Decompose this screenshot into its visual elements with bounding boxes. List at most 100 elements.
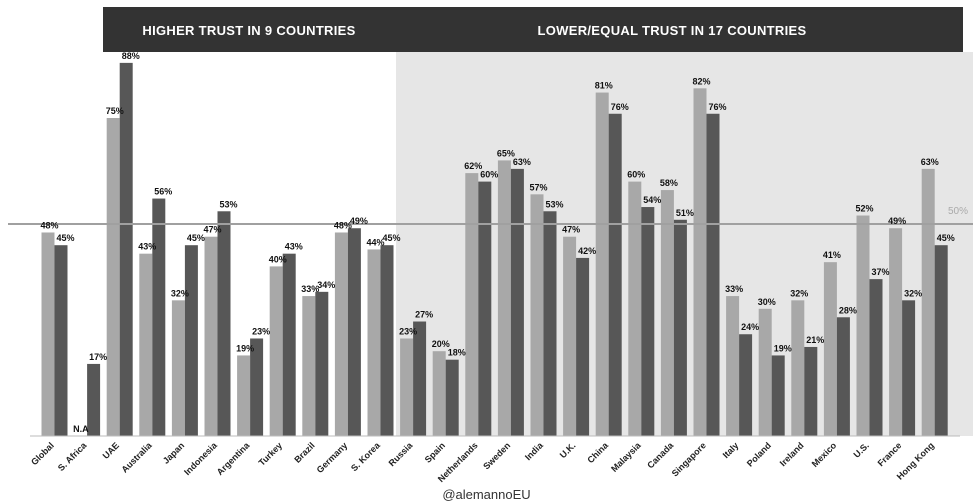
bar-singapore-s1 (693, 88, 707, 436)
value-labels-group: 48%45%N.A17%75%88%43%56%32%45%47%53%19%2… (41, 51, 955, 434)
bar-ireland-s2 (804, 346, 818, 436)
data-label: 33% (301, 284, 319, 294)
data-label: 65% (497, 148, 515, 158)
bar-ireland-s1 (791, 300, 805, 436)
data-label: 21% (806, 335, 824, 345)
category-label: Turkey (257, 440, 284, 467)
lower-trust-banner-text: LOWER/EQUAL TRUST IN 17 COUNTRIES (538, 23, 807, 38)
data-label: 41% (823, 250, 841, 260)
category-label: Sweden (481, 440, 512, 471)
category-label: France (876, 440, 904, 468)
category-label: S. Africa (56, 440, 89, 473)
data-label: 33% (725, 284, 743, 294)
bar-brazil-s1 (302, 296, 316, 436)
data-label: 30% (758, 297, 776, 307)
data-label: 32% (904, 288, 922, 298)
bar-canada-s2 (673, 219, 687, 436)
data-label: 76% (709, 102, 727, 112)
category-label: Singapore (670, 440, 708, 478)
bar-global-s2 (54, 245, 68, 436)
data-label: 24% (741, 322, 759, 332)
bar-canada-s1 (660, 190, 674, 436)
bar-s-africa-s2 (87, 363, 101, 436)
data-label: 19% (774, 343, 792, 353)
data-label: 57% (530, 182, 548, 192)
category-label: Canada (645, 440, 676, 471)
bar-germany-s2 (347, 228, 361, 436)
category-label: Germany (315, 440, 350, 475)
bar-argentina-s1 (237, 355, 251, 436)
bar-russia-s2 (413, 321, 427, 436)
bar-italy-s1 (726, 296, 740, 436)
category-label: Poland (745, 440, 773, 468)
data-label: 37% (872, 267, 890, 277)
bar-australia-s1 (139, 253, 153, 436)
bars-group (41, 62, 948, 436)
category-label: Australia (119, 440, 154, 475)
category-label: Russia (387, 440, 416, 469)
reference-line-label: 50% (948, 206, 968, 217)
data-label: 81% (595, 81, 613, 91)
category-label: S. Korea (349, 440, 383, 474)
data-label: 48% (41, 220, 59, 230)
data-label: 40% (269, 254, 287, 264)
category-label: Malaysia (609, 440, 643, 474)
data-label: 53% (220, 199, 238, 209)
data-label: 63% (513, 157, 531, 167)
bar-indonesia-s2 (217, 211, 231, 436)
data-label: 82% (693, 76, 711, 86)
data-label: 53% (546, 199, 564, 209)
lower-trust-banner (396, 7, 963, 52)
bar-argentina-s2 (250, 338, 264, 436)
data-label: 42% (578, 246, 596, 256)
bar-global-s1 (41, 232, 55, 436)
bar-mexico-s1 (823, 262, 837, 436)
bar-singapore-s2 (706, 113, 720, 436)
category-label: Argentina (215, 440, 252, 477)
bar-india-s2 (543, 211, 557, 436)
data-label: 34% (317, 280, 335, 290)
bar-turkey-s1 (269, 266, 283, 436)
category-label: Italy (721, 440, 741, 460)
category-label: UAE (101, 440, 122, 461)
credit-handle: @alemannoEU (442, 487, 531, 502)
bar-france-s2 (902, 300, 916, 436)
category-label: Spain (423, 440, 447, 464)
bar-s-korea-s2 (380, 245, 394, 436)
data-label: 17% (89, 352, 107, 362)
bar-hong-kong-s2 (934, 245, 948, 436)
bar-australia-s2 (152, 198, 166, 436)
bar-italy-s2 (739, 334, 753, 436)
data-label: 63% (921, 157, 939, 167)
higher-trust-banner (103, 7, 396, 52)
data-label: 60% (627, 170, 645, 180)
bar-sweden-s1 (497, 160, 511, 436)
bar-netherlands-s2 (478, 181, 492, 436)
data-label: 45% (937, 233, 955, 243)
bar-u-s--s1 (856, 215, 870, 436)
data-label: 62% (464, 161, 482, 171)
bar-china-s1 (595, 92, 609, 436)
bar-germany-s1 (334, 232, 348, 436)
category-label: Mexico (810, 440, 839, 469)
bar-brazil-s2 (315, 291, 329, 436)
data-label: N.A (73, 424, 89, 434)
bar-hong-kong-s1 (921, 168, 935, 436)
data-label: 45% (57, 233, 75, 243)
category-label: China (585, 440, 610, 465)
bar-uae-s1 (106, 118, 120, 436)
data-label: 54% (643, 195, 661, 205)
bar-russia-s1 (400, 338, 414, 436)
bar-u-s--s2 (869, 279, 883, 436)
bar-netherlands-s1 (465, 173, 479, 436)
data-label: 49% (350, 216, 368, 226)
category-label: U.K. (558, 440, 578, 460)
bar-mexico-s2 (836, 317, 850, 436)
data-label: 19% (236, 343, 254, 353)
data-label: 60% (480, 170, 498, 180)
data-label: 32% (171, 288, 189, 298)
data-label: 49% (888, 216, 906, 226)
bar-uae-s2 (119, 62, 133, 436)
